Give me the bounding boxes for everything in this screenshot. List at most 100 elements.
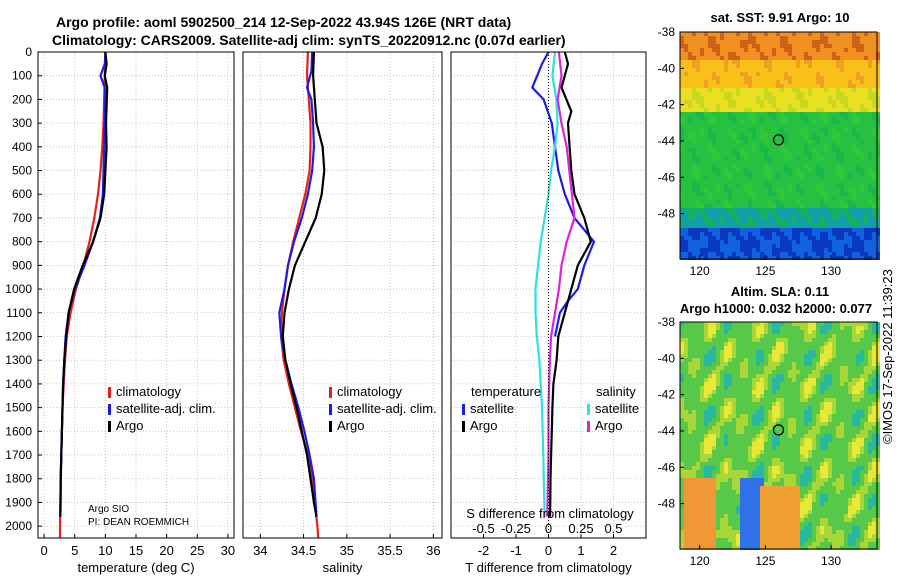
- map-cell: [764, 120, 768, 124]
- map-cell: [780, 434, 784, 438]
- map-cell: [692, 386, 696, 390]
- map-cell: [828, 418, 832, 422]
- map-cell: [728, 240, 732, 244]
- map-cell: [828, 188, 832, 192]
- map-cell: [824, 216, 828, 220]
- map-cell: [848, 482, 852, 486]
- map-cell: [860, 124, 864, 128]
- map-cell: [820, 386, 824, 390]
- map-cell: [808, 390, 812, 394]
- map-cell: [680, 132, 684, 136]
- map-cell: [724, 232, 728, 236]
- map-cell: [772, 326, 776, 330]
- map-cell: [872, 374, 876, 378]
- map-cell: [760, 200, 764, 204]
- map-cell: [804, 104, 808, 108]
- map-cell: [824, 136, 828, 140]
- map-cell: [688, 430, 692, 434]
- map-cell: [756, 382, 760, 386]
- map-cell: [776, 366, 780, 370]
- map-cell: [716, 160, 720, 164]
- map-cell: [740, 402, 744, 406]
- map-cell: [868, 426, 872, 430]
- map-cell: [876, 240, 880, 244]
- map-cell: [752, 120, 756, 124]
- map-cell: [804, 326, 808, 330]
- map-cell: [776, 160, 780, 164]
- map-cell: [812, 438, 816, 442]
- map-cell: [792, 120, 796, 124]
- map-cell: [832, 406, 836, 410]
- map-cell: [700, 398, 704, 402]
- map-cell: [876, 426, 880, 430]
- map-cell: [728, 248, 732, 252]
- map-cell: [748, 470, 752, 474]
- map-cell: [784, 112, 788, 116]
- map-cell: [780, 458, 784, 462]
- map-cell: [776, 104, 780, 108]
- map-cell: [816, 104, 820, 108]
- map-cell: [820, 160, 824, 164]
- map-cell: [860, 164, 864, 168]
- map-cell: [828, 224, 832, 228]
- map-cell: [724, 152, 728, 156]
- map-cell: [704, 358, 708, 362]
- map-cell: [772, 92, 776, 96]
- map-cell: [792, 180, 796, 184]
- map-cell: [728, 104, 732, 108]
- map-cell: [704, 378, 708, 382]
- map-cell: [872, 430, 876, 434]
- map-cell: [832, 426, 836, 430]
- map-cell: [728, 128, 732, 132]
- map-cell: [816, 462, 820, 466]
- map-cell: [748, 434, 752, 438]
- map-cell: [708, 438, 712, 442]
- map-cell: [724, 478, 728, 482]
- map-cell: [764, 60, 768, 64]
- map-cell: [684, 200, 688, 204]
- map-cell: [760, 112, 764, 116]
- map-cell: [812, 362, 816, 366]
- map-cell: [756, 56, 760, 60]
- map-cell: [720, 386, 724, 390]
- map-cell: [736, 140, 740, 144]
- map-cell: [764, 402, 768, 406]
- map-cell: [788, 232, 792, 236]
- map-cell: [712, 40, 716, 44]
- map-cell: [820, 252, 824, 256]
- map-cell: [680, 342, 684, 346]
- map-cell: [720, 40, 724, 44]
- map-cell: [684, 132, 688, 136]
- map-cell: [752, 374, 756, 378]
- map-cell: [740, 52, 744, 56]
- map-cell: [832, 108, 836, 112]
- map-cell: [816, 44, 820, 48]
- map-cell: [852, 60, 856, 64]
- map-cell: [684, 362, 688, 366]
- map-cell: [800, 196, 804, 200]
- map-cell: [792, 208, 796, 212]
- map-cell: [844, 394, 848, 398]
- map-cell: [680, 184, 684, 188]
- map-cell: [732, 136, 736, 140]
- map-cell: [864, 192, 868, 196]
- map-cell: [708, 434, 712, 438]
- map-cell: [824, 92, 828, 96]
- map-cell: [788, 132, 792, 136]
- map-cell: [876, 366, 880, 370]
- map-cell: [772, 252, 776, 256]
- map-cell: [684, 474, 688, 478]
- map-cell: [736, 462, 740, 466]
- map-cell: [772, 410, 776, 414]
- map-cell: [840, 418, 844, 422]
- map-cell: [764, 44, 768, 48]
- map-cell: [832, 36, 836, 40]
- map-cell: [760, 244, 764, 248]
- map-cell: [844, 212, 848, 216]
- map-cell: [732, 160, 736, 164]
- map-cell: [708, 112, 712, 116]
- map-cell: [864, 240, 868, 244]
- map-cell: [764, 96, 768, 100]
- map-cell: [780, 68, 784, 72]
- map-cell: [696, 64, 700, 68]
